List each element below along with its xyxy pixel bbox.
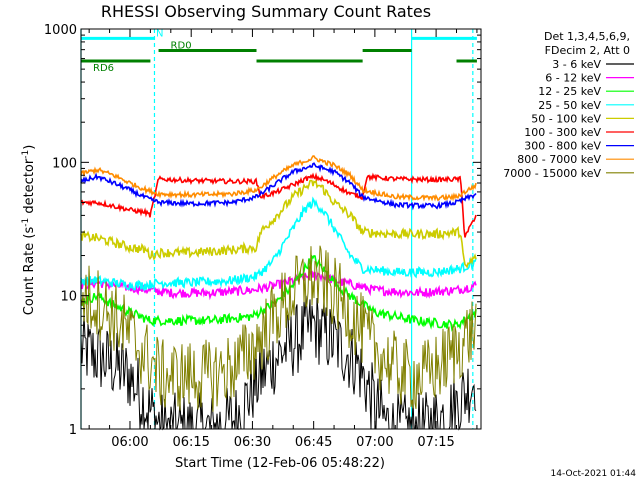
x-tick-label: 07:00 xyxy=(356,435,393,450)
series-lines xyxy=(80,155,477,431)
series-line xyxy=(80,178,477,269)
legend-entry-label: 3 - 6 keV xyxy=(552,58,601,71)
legend-entry-label: 100 - 300 keV xyxy=(524,126,601,139)
footer-date: 14-Oct-2021 01:44 xyxy=(551,469,637,479)
legend-entry-label: 7000 - 15000 keV xyxy=(503,167,601,180)
y-tick-label: 1000 xyxy=(44,23,77,38)
legend-entry-label: 12 - 25 keV xyxy=(538,85,601,98)
legend-header: FDecim 2, Att 0 xyxy=(545,44,630,57)
legend: Det 1,3,4,5,6,9,FDecim 2, Att 03 - 6 keV… xyxy=(503,30,634,180)
series-line xyxy=(80,162,477,211)
x-tick-label: 06:00 xyxy=(111,435,148,450)
y-axis-label-sup1: -1 xyxy=(21,218,31,227)
x-tick-label: 06:15 xyxy=(172,435,209,450)
legend-entry-label: 25 - 50 keV xyxy=(538,99,601,112)
state-flags: N RD0 RD6 xyxy=(81,28,477,74)
series-line xyxy=(80,270,477,301)
y-axis-label: Count Rate (s-1 detector-1) xyxy=(21,145,37,316)
plot-frame xyxy=(80,28,482,430)
series-line xyxy=(80,172,477,238)
series-line xyxy=(80,196,477,292)
y-axis-label-end: ) xyxy=(22,145,37,150)
y-tick-label: 100 xyxy=(52,156,77,171)
legend-entry-label: 300 - 800 keV xyxy=(524,140,601,153)
series-line xyxy=(80,155,477,202)
y-axis-label-sup2: -1 xyxy=(21,150,31,159)
flag-label: RD0 xyxy=(171,40,192,51)
chart-title: RHESSI Observing Summary Count Rates xyxy=(101,2,431,21)
flag-label: N xyxy=(156,28,163,39)
series-line xyxy=(80,295,477,431)
flag-label: RD6 xyxy=(93,63,114,74)
y-axis: 1 10 100 1000 xyxy=(44,23,481,438)
y-tick-label: 1 xyxy=(69,423,77,438)
x-tick-label: 07:15 xyxy=(417,435,454,450)
y-axis-label-mid: detector xyxy=(22,158,37,218)
series-line xyxy=(80,254,477,332)
x-axis-label: Start Time (12-Feb-06 05:48:22) xyxy=(175,456,385,471)
x-axis: 06:00 06:15 06:30 06:45 07:00 07:15 xyxy=(88,29,478,450)
series-line xyxy=(80,245,477,412)
legend-entry-label: 50 - 100 keV xyxy=(531,112,601,125)
x-tick-label: 06:45 xyxy=(295,435,332,450)
y-tick-label: 10 xyxy=(60,290,77,305)
legend-header: Det 1,3,4,5,6,9, xyxy=(544,30,630,43)
y-axis-label-main: Count Rate (s xyxy=(22,227,37,316)
legend-entry-label: 800 - 7000 keV xyxy=(517,153,601,166)
x-tick-label: 06:30 xyxy=(234,435,271,450)
legend-entry-label: 6 - 12 keV xyxy=(545,72,601,85)
